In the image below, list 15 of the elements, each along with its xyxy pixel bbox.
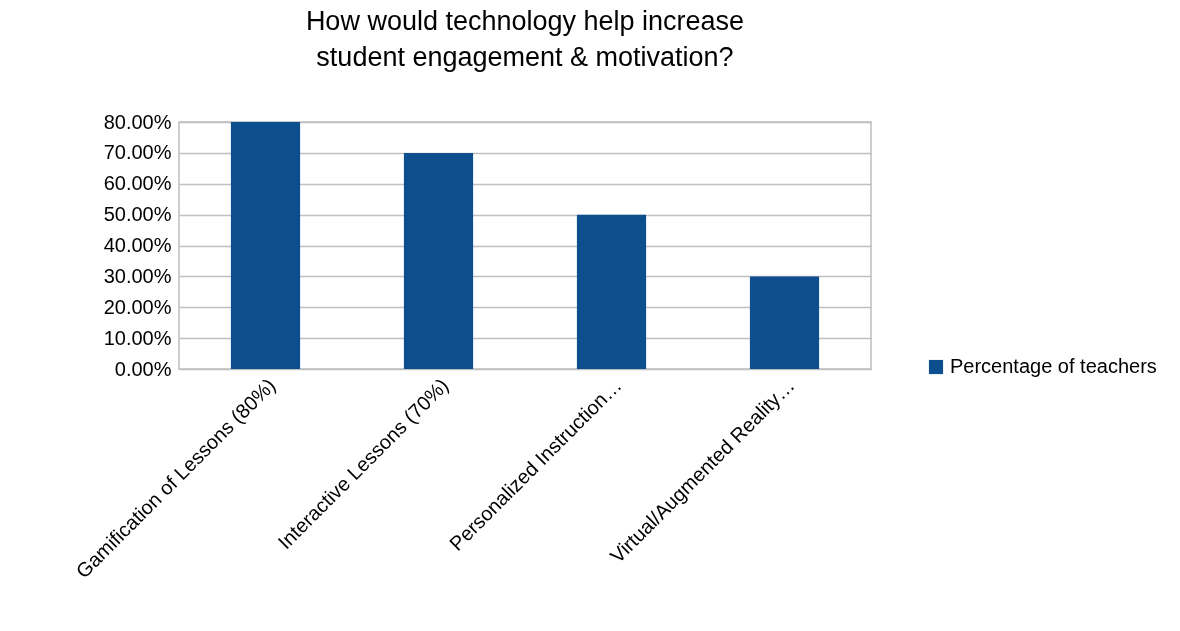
y-tick-label: 20.00%: [103, 295, 172, 318]
bar: [230, 122, 301, 369]
chart-title: How would technology help increase student engagement & motivation?: [305, 6, 745, 72]
y-tick-label: 40.00%: [103, 234, 172, 256]
bar: [576, 214, 647, 369]
y-tick-label: 50.00%: [103, 203, 172, 226]
legend-label: Percentage of teachers: [950, 355, 1157, 377]
y-tick-label: 10.00%: [103, 326, 172, 349]
y-tick-label: 70.00%: [103, 141, 172, 164]
bar: [749, 276, 820, 369]
y-tick-label: 0.00%: [114, 357, 172, 380]
y-tick-label: 80.00%: [103, 110, 172, 133]
y-tick-label: 30.00%: [103, 264, 172, 287]
bar: [403, 152, 474, 369]
y-tick-label: 60.00%: [103, 172, 172, 195]
